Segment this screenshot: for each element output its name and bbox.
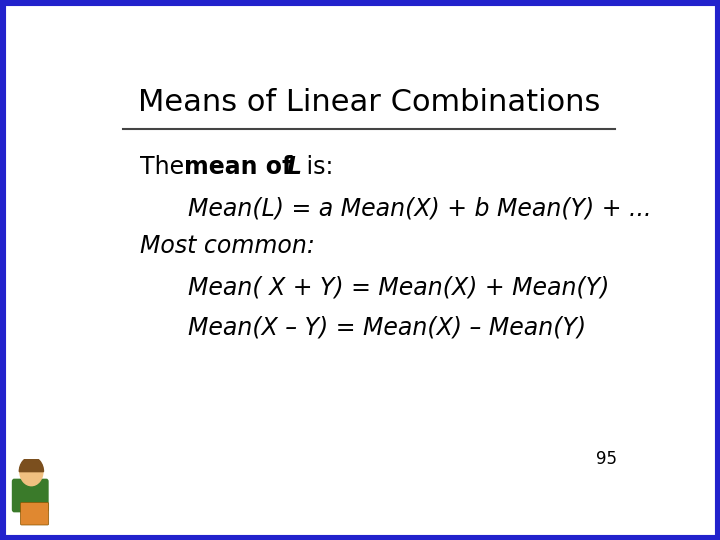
FancyBboxPatch shape [12, 478, 49, 512]
Text: is:: is: [300, 154, 334, 179]
Text: Most common:: Most common: [140, 234, 315, 258]
Text: 95: 95 [596, 450, 617, 468]
Text: Mean(L) = a Mean(X) + b Mean(Y) + ...: Mean(L) = a Mean(X) + b Mean(Y) + ... [188, 196, 651, 220]
Circle shape [20, 457, 43, 485]
Text: Means of Linear Combinations: Means of Linear Combinations [138, 87, 600, 117]
Text: L: L [287, 154, 302, 179]
Text: The: The [140, 154, 192, 179]
FancyBboxPatch shape [20, 503, 49, 525]
Wedge shape [19, 457, 43, 471]
Text: mean of: mean of [184, 154, 301, 179]
Text: Mean(X – Y) = Mean(X) – Mean(Y): Mean(X – Y) = Mean(X) – Mean(Y) [188, 315, 586, 340]
Text: Mean( X + Y) = Mean(X) + Mean(Y): Mean( X + Y) = Mean(X) + Mean(Y) [188, 275, 609, 299]
